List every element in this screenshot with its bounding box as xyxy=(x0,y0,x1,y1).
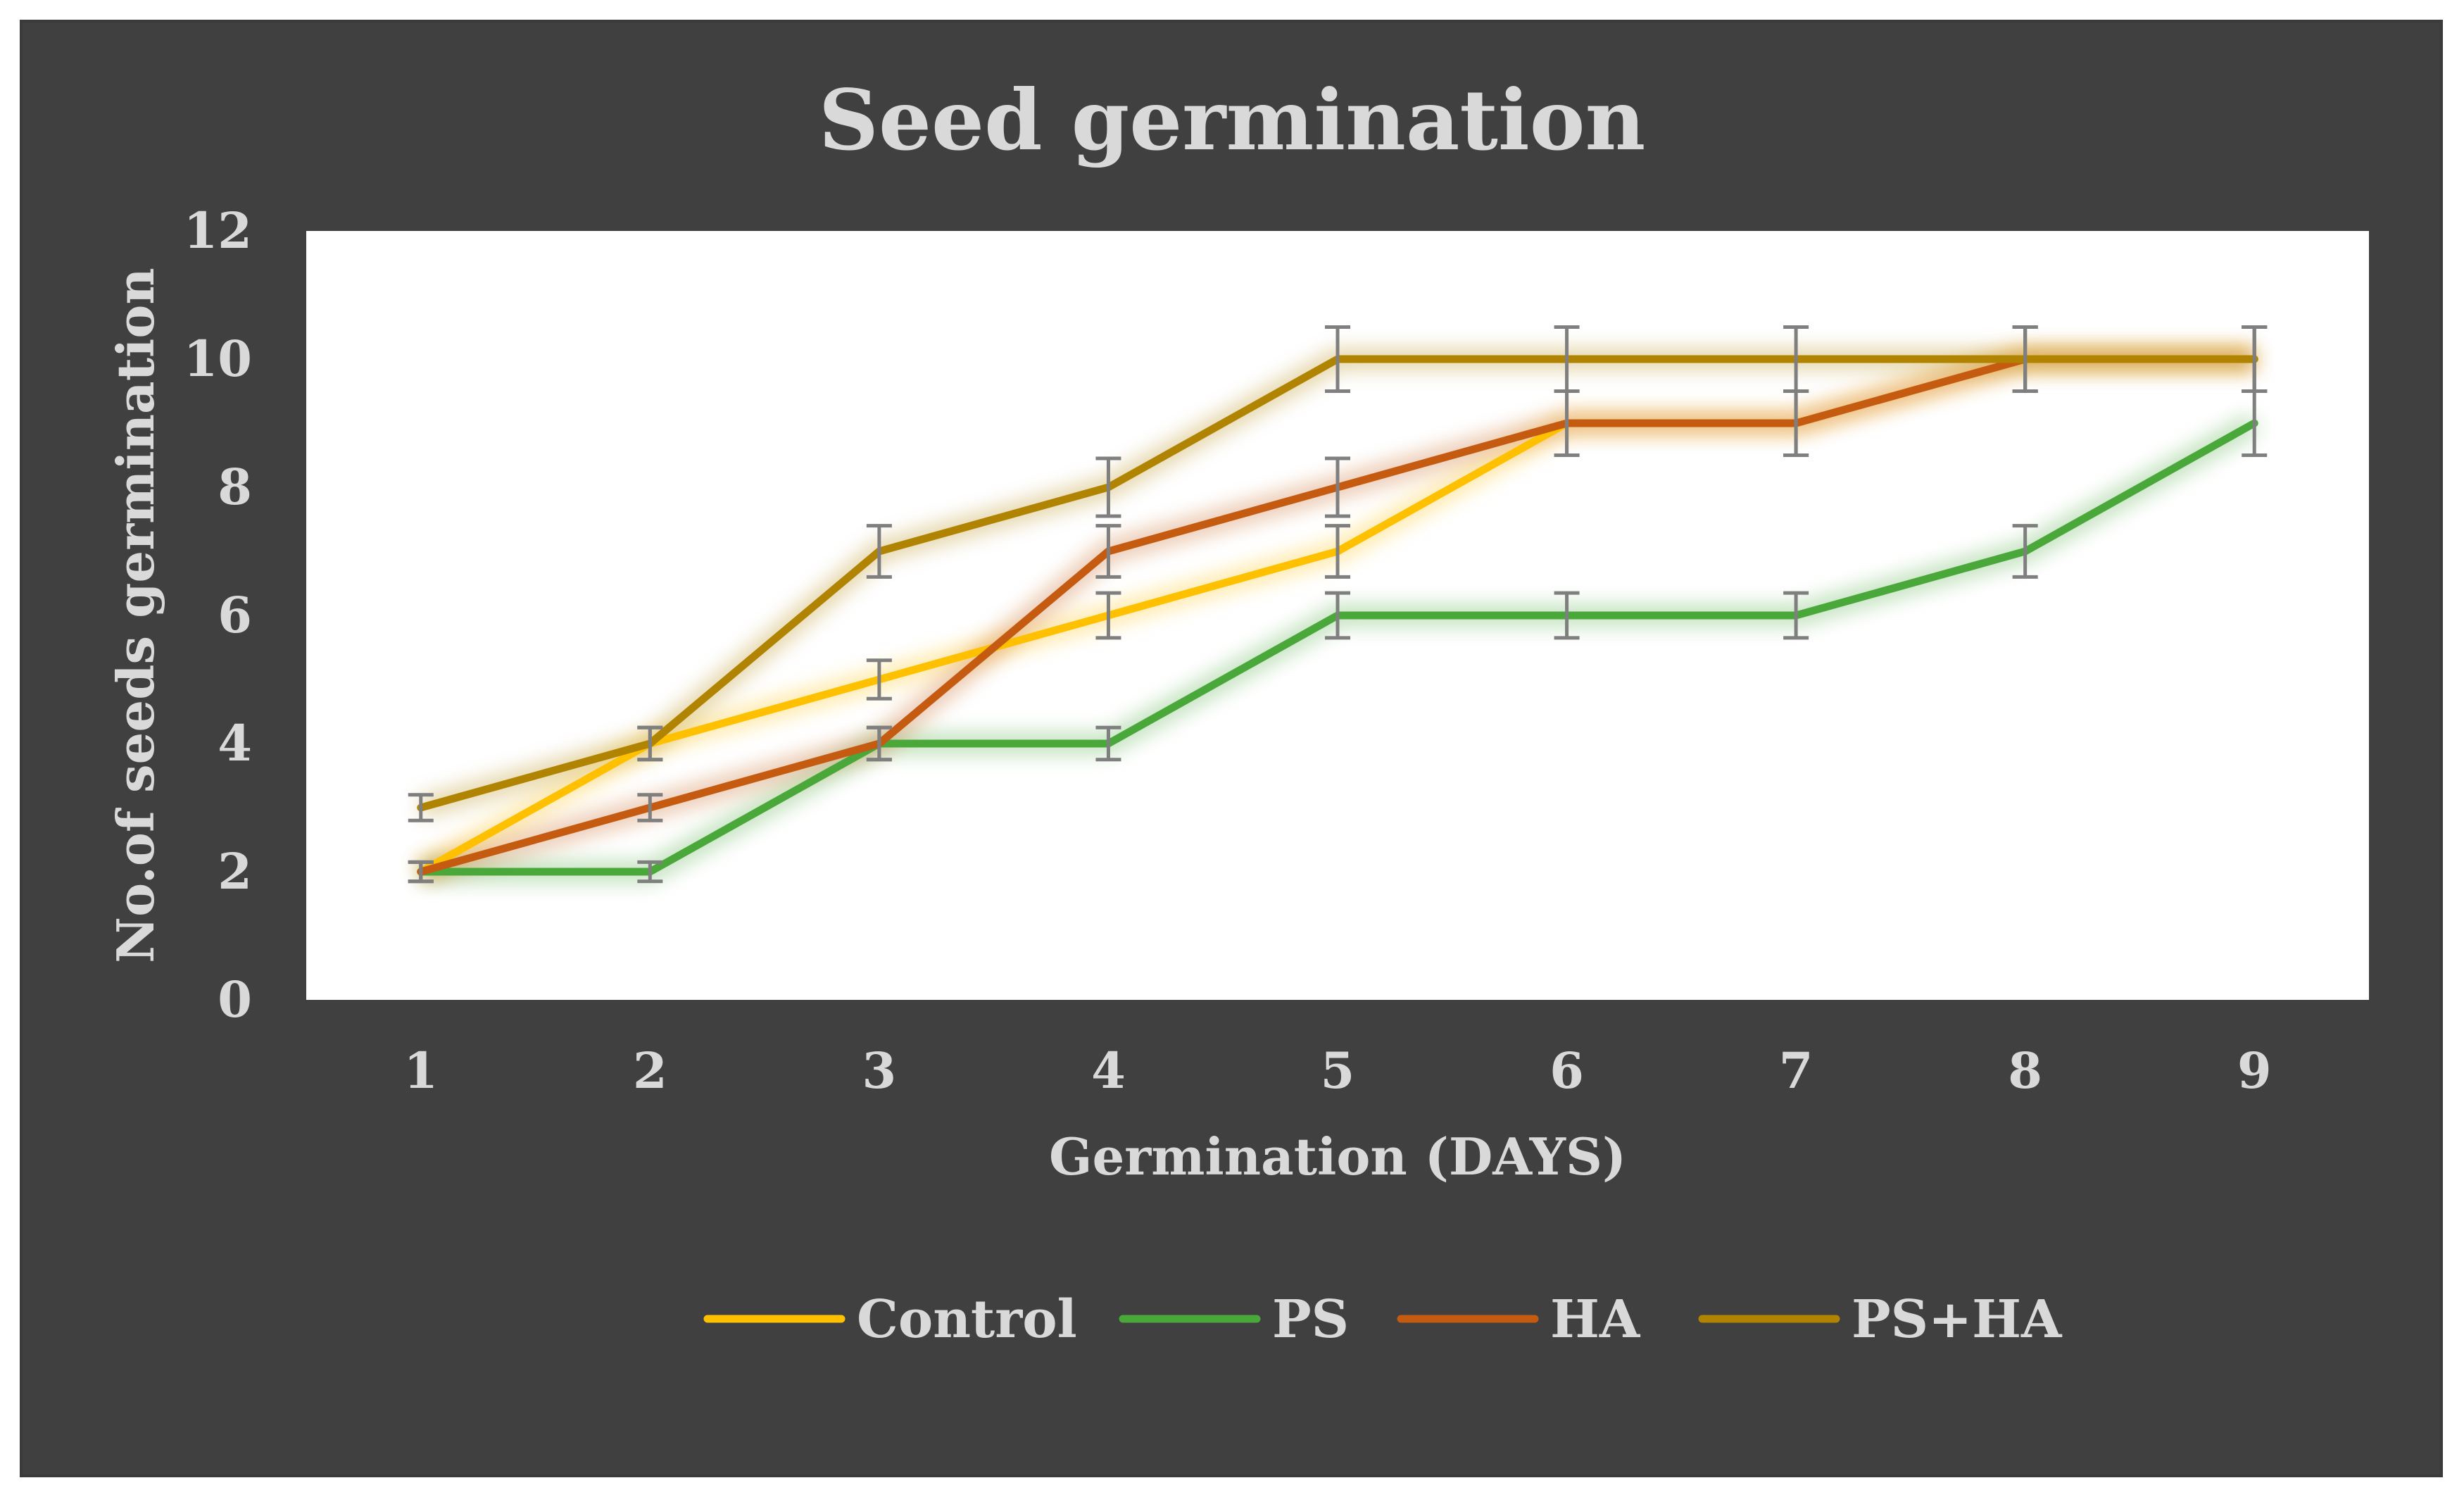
x-axis-ticks: 1 2 3 4 5 6 7 8 9 xyxy=(403,1041,2271,1100)
chart-title: Seed germination xyxy=(819,71,1645,169)
error-bar xyxy=(1783,591,1809,640)
error-bar xyxy=(1095,456,1121,518)
x-tick-label: 6 xyxy=(1550,1041,1584,1100)
error-bar xyxy=(866,725,892,762)
error-bar xyxy=(2242,325,2268,393)
y-tick-label: 2 xyxy=(218,842,252,901)
error-bar xyxy=(408,793,434,822)
y-tick-label: 4 xyxy=(218,714,252,772)
error-bar xyxy=(2012,524,2038,579)
legend-item-ps-ha: PS+HA xyxy=(1698,1289,2063,1350)
x-tick-label: 9 xyxy=(2237,1041,2272,1100)
error-bar xyxy=(637,793,663,822)
legend-item-control: Control xyxy=(703,1289,1077,1350)
x-tick-label: 8 xyxy=(2008,1041,2042,1100)
error-bar xyxy=(1325,456,1350,518)
y-tick-label: 6 xyxy=(218,586,252,644)
legend-label: PS+HA xyxy=(1852,1289,2063,1350)
error-bar xyxy=(408,860,434,884)
error-bar xyxy=(1095,524,1121,579)
y-tick-label: 0 xyxy=(218,970,252,1029)
legend-label: Control xyxy=(857,1289,1077,1350)
y-tick-label: 8 xyxy=(218,458,252,516)
error-bar xyxy=(1325,524,1350,579)
error-bar xyxy=(1783,325,1809,393)
x-tick-label: 5 xyxy=(1321,1041,1355,1100)
y-axis-label: No.of seeds germination xyxy=(106,268,165,963)
legend-label: PS xyxy=(1272,1289,1349,1350)
error-bar xyxy=(1325,591,1350,640)
legend-item-ha: HA xyxy=(1397,1289,1641,1350)
error-bar xyxy=(866,524,892,579)
error-bar xyxy=(637,860,663,884)
error-bar xyxy=(1554,325,1580,393)
legend-item-ps: PS xyxy=(1119,1289,1349,1350)
x-tick-label: 4 xyxy=(1091,1041,1126,1100)
error-bar xyxy=(1554,591,1580,640)
x-tick-label: 7 xyxy=(1779,1041,1814,1100)
x-tick-label: 3 xyxy=(862,1041,897,1100)
x-tick-label: 2 xyxy=(633,1041,667,1100)
x-tick-label: 1 xyxy=(403,1041,438,1100)
error-bar xyxy=(1095,725,1121,762)
error-bar xyxy=(2012,325,2038,393)
error-bar xyxy=(637,725,663,762)
error-bar xyxy=(1095,591,1121,640)
legend-label: HA xyxy=(1550,1289,1641,1350)
error-bar xyxy=(866,658,892,701)
y-tick-label: 10 xyxy=(184,330,252,388)
y-tick-label: 12 xyxy=(184,201,252,260)
error-bar xyxy=(1325,325,1350,393)
legend: Control PS HA PS+HA xyxy=(703,1289,2063,1350)
error-bars xyxy=(408,325,2268,884)
y-axis-ticks: 0 2 4 6 8 10 12 xyxy=(184,201,252,1029)
x-axis-label: Germination (DAYS) xyxy=(1049,1127,1626,1186)
